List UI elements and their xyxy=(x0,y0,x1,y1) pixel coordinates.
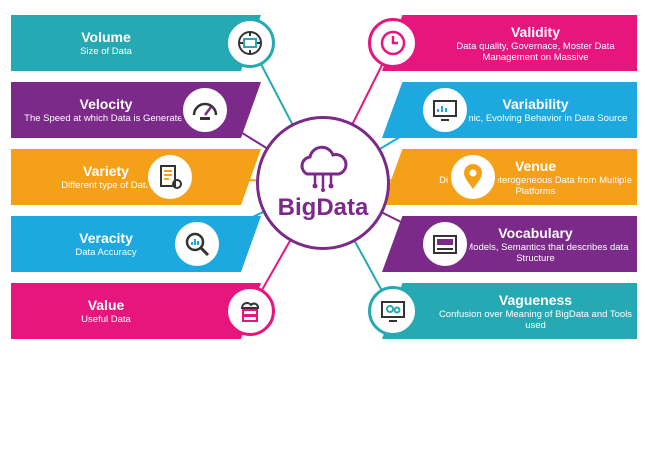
venue-title: Venue xyxy=(514,157,557,174)
venue-subtitle: Distributed Heterogeneous Data from Mult… xyxy=(439,174,632,197)
veracity-band: Veracity Data Accuracy xyxy=(11,216,261,272)
document-gears-icon xyxy=(145,152,195,202)
monitor-chart-icon xyxy=(420,85,470,135)
volume-band: Volume Size of Data xyxy=(11,15,261,71)
variety-subtitle: Different type of Data xyxy=(61,180,151,191)
validity-title: Validity xyxy=(510,23,561,40)
validity-band: Validity Data quality, Governace, Moster… xyxy=(382,15,637,71)
volume-title: Volume xyxy=(81,29,131,45)
vagueness-subtitle: Confusion over Meaning of BigData and To… xyxy=(438,308,633,331)
cloud-circuit-icon xyxy=(300,145,348,192)
veracity-subtitle: Data Accuracy xyxy=(75,247,137,258)
variability-title: Variability xyxy=(502,96,569,112)
location-pin-icon xyxy=(448,152,498,202)
value-title: Value xyxy=(87,297,125,313)
volume-subtitle: Size of Data xyxy=(80,46,132,57)
volume-gauge-icon xyxy=(225,18,275,68)
variability-subtitle: Dynamic, Evolving Behavior in Data Sourc… xyxy=(443,113,628,124)
vocabulary-title: Vocabulary xyxy=(498,224,573,241)
velocity-title: Velocity xyxy=(79,96,133,112)
monitor-gears-icon xyxy=(368,286,418,336)
vagueness-band: Vagueness Confusion over Meaning of BigD… xyxy=(382,283,637,339)
validity-subtitle: Data quality, Governace, Moster Data Man… xyxy=(456,40,615,63)
clock-icon xyxy=(368,18,418,68)
value-subtitle: Useful Data xyxy=(81,314,131,325)
value-band: Value Useful Data xyxy=(11,283,261,339)
hub-title: BigData xyxy=(277,194,369,221)
speedometer-icon xyxy=(180,85,230,135)
magnifier-chart-icon xyxy=(172,219,222,269)
veracity-title: Veracity xyxy=(79,230,133,246)
vagueness-title: Vagueness xyxy=(498,291,573,308)
bigdata-hub: BigData xyxy=(256,116,390,250)
venue-band: Venue Distributed Heterogeneous Data fro… xyxy=(382,149,637,205)
server-cloud-icon xyxy=(225,286,275,336)
vocabulary-subtitle: Data Models, Semantics that describes da… xyxy=(442,241,629,264)
variety-band: Variety Different type of Data xyxy=(11,149,261,205)
variety-title: Variety xyxy=(83,163,129,179)
id-card-icon xyxy=(420,219,470,269)
velocity-subtitle: The Speed at which Data is Generated xyxy=(24,113,188,124)
